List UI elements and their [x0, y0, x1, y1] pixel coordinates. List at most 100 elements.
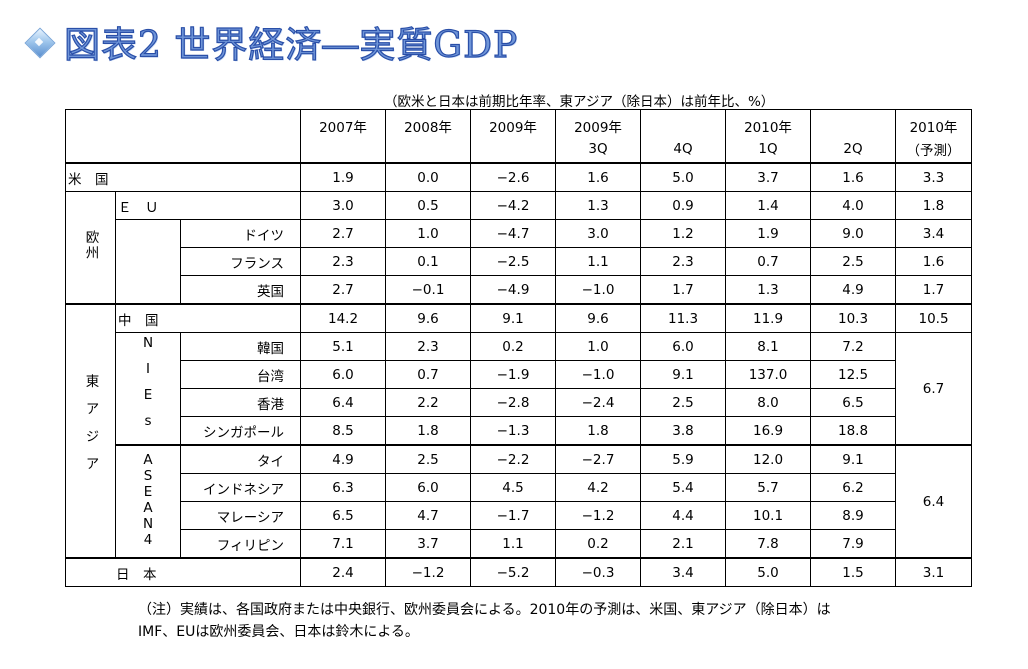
header-corner — [64, 109, 302, 164]
table-cell: 9.1 — [810, 444, 897, 474]
table-cell: 7.2 — [810, 332, 897, 361]
footnote-line-1: （注）実績は、各国政府または中央銀行、欧州委員会による。2010年の予測は、米国… — [138, 602, 831, 618]
table-cell: 1.8 — [385, 416, 472, 446]
table-cell: 2.7 — [300, 219, 387, 248]
table-cell: 1.8 — [555, 416, 642, 446]
table-cell: 1.6 — [555, 162, 642, 192]
table-cell: 3.0 — [300, 191, 387, 220]
table-cell: 14.2 — [300, 303, 387, 333]
table-cell: 6.0 — [300, 360, 387, 389]
table-cell: 8.9 — [810, 501, 897, 530]
row-label-indonesia: インドネシア — [179, 473, 302, 502]
table-cell: 9.0 — [810, 219, 897, 248]
header-cell: 2Q — [810, 136, 897, 164]
table-cell: 6.4 — [300, 388, 387, 417]
table-cell: 7.1 — [300, 529, 387, 559]
row-group-east-asia-label: 東アジア — [82, 374, 99, 484]
table-row-hongkong: 香港 6.4 2.2 −2.8 −2.4 2.5 8.0 6.5 — [66, 388, 972, 417]
table-cell: −2.8 — [470, 388, 557, 417]
diamond-bullet-icon — [24, 27, 56, 59]
header-cell: 3Q — [555, 136, 642, 164]
table-row-germany: ドイツ 2.7 1.0 −4.7 3.0 1.2 1.9 9.0 3.4 — [66, 219, 973, 305]
row-label-japan: 日 本 — [64, 557, 302, 587]
table-cell: 0.2 — [555, 529, 642, 559]
table-cell: 2.5 — [385, 444, 472, 474]
row-group-nies: NIEs — [115, 332, 181, 446]
table-cell: 6.5 — [300, 501, 387, 530]
table-cell: −2.6 — [470, 162, 557, 192]
table-cell: −4.2 — [470, 191, 557, 220]
row-group-east-asia: 東アジア — [65, 303, 116, 559]
table-cell: 3.7 — [385, 529, 472, 559]
table-row-taiwan: 台湾 6.0 0.7 −1.9 −1.0 9.1 137.0 12.5 — [66, 360, 972, 389]
row-label-taiwan: 台湾 — [179, 360, 302, 389]
table-cell: 3.0 — [555, 219, 642, 248]
table-cell: 4.9 — [810, 275, 897, 305]
footnote: （注）実績は、各国政府または中央銀行、欧州委員会による。2010年の予測は、米国… — [138, 599, 831, 643]
table-cell: 9.6 — [385, 303, 472, 333]
table-cell: 4.4 — [640, 501, 727, 530]
nies-forecast-cell: 6.7 — [895, 332, 973, 446]
table-cell: 8.1 — [725, 332, 812, 361]
table-cell: 2.3 — [385, 332, 472, 361]
row-label-singapore: シンガポール — [179, 416, 302, 446]
table-cell: −1.2 — [555, 501, 642, 530]
table-row-thailand: ASEAN4 タイ 4.9 2.5 −2.2 −2.7 5.9 12.0 9.1… — [66, 444, 973, 559]
table-cell: 4.9 — [300, 444, 387, 474]
table-cell: 12.5 — [810, 360, 897, 389]
table-cell: 4.0 — [810, 191, 897, 220]
table-cell: 2.5 — [810, 247, 897, 276]
table-row-china: 東アジア 中 国 14.2 9.6 9.1 9.6 11.3 11.9 10.3… — [65, 303, 973, 559]
header-cell: 2009年 — [555, 109, 642, 136]
table-cell: 7.9 — [810, 529, 897, 559]
table-cell: 0.2 — [470, 332, 557, 361]
table-cell: 1.3 — [725, 275, 812, 305]
table-cell: 3.8 — [640, 416, 727, 446]
title-area: 図表2 世界経済―実質GDP — [24, 14, 518, 70]
header-cell — [385, 136, 472, 164]
table-cell: −1.7 — [470, 501, 557, 530]
table-cell: 2.3 — [640, 247, 727, 276]
header-cell: 2007年 — [300, 109, 387, 136]
footnote-line-2: IMF、EUは欧州委員会、日本は鈴木による。 — [138, 624, 419, 640]
table-cell: 3.7 — [725, 162, 812, 192]
table-cell: 6.0 — [385, 473, 472, 502]
table-cell: −1.2 — [385, 557, 472, 587]
page-title: 図表2 世界経済―実質GDP — [63, 24, 519, 66]
table-cell: −2.5 — [470, 247, 557, 276]
table-cell: 10.5 — [895, 303, 973, 333]
header-cell — [810, 109, 897, 136]
table-cell: −2.2 — [470, 444, 557, 474]
table-row-indonesia: インドネシア 6.3 6.0 4.5 4.2 5.4 5.7 6.2 — [66, 473, 972, 502]
table-cell: 9.6 — [555, 303, 642, 333]
table-cell: −4.7 — [470, 219, 557, 248]
table-cell: 1.9 — [725, 219, 812, 248]
table-cell: 1.6 — [810, 162, 897, 192]
table-cell: 5.0 — [725, 557, 812, 587]
table-row-france: フランス 2.3 0.1 −2.5 1.1 2.3 0.7 2.5 1.6 — [66, 247, 973, 276]
table-cell: 11.3 — [640, 303, 727, 333]
table-cell: 137.0 — [725, 360, 812, 389]
table-cell: 0.7 — [385, 360, 472, 389]
table-cell: 0.5 — [385, 191, 472, 220]
table-cell: 2.3 — [300, 247, 387, 276]
unit-note: （欧米と日本は前期比年率、東アジア（除日本）は前年比、%） — [384, 94, 775, 110]
table-cell: 5.4 — [640, 473, 727, 502]
table-cell: 9.1 — [640, 360, 727, 389]
header-cell: 4Q — [640, 136, 727, 164]
table-cell: 3.1 — [895, 557, 973, 587]
table-cell: −5.2 — [470, 557, 557, 587]
row-group-europe-label: 欧州 — [82, 230, 99, 261]
table-cell: 11.9 — [725, 303, 812, 333]
table-cell: 6.0 — [640, 332, 727, 361]
table-cell: 2.7 — [300, 275, 387, 305]
header-cell: 2009年 — [470, 109, 557, 136]
table-cell: 1.4 — [725, 191, 812, 220]
table-cell: 16.9 — [725, 416, 812, 446]
table-cell: 0.9 — [640, 191, 727, 220]
table-cell: −2.7 — [555, 444, 642, 474]
table-cell: 5.1 — [300, 332, 387, 361]
row-label-us: 米 国 — [64, 162, 302, 192]
table-cell: 18.8 — [810, 416, 897, 446]
table-cell: 8.0 — [725, 388, 812, 417]
